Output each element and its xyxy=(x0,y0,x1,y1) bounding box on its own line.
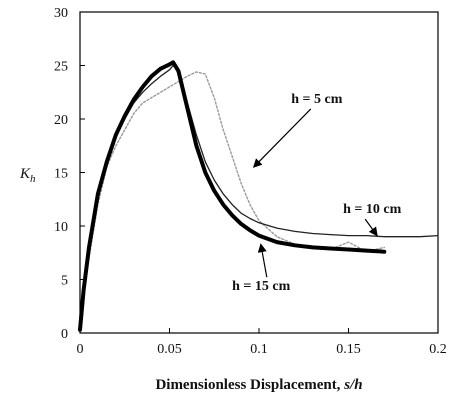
series-layer xyxy=(78,60,439,332)
x-tick-label: 0.15 xyxy=(336,342,361,357)
x-axis-title: Dimensionless Displacement, s/h xyxy=(155,377,362,393)
axes: 0 0.05 0.1 0.15 0.2 0 5 10 15 20 25 30 xyxy=(54,6,447,357)
annotation-label: h = 5 cm xyxy=(291,92,342,107)
x-tick-label: 0.1 xyxy=(250,342,268,357)
annotation-layer: h = 5 cm h = 10 cm h = 15 cm xyxy=(232,92,401,294)
annotation-label: h = 15 cm xyxy=(232,279,290,294)
x-tick-label: 0.2 xyxy=(429,342,447,357)
y-tick-label: 15 xyxy=(54,167,68,182)
y-tick-label: 10 xyxy=(54,220,68,235)
annotation-arrow xyxy=(364,218,378,237)
series-line-h-5-cm xyxy=(79,71,385,331)
series-line-h-15-cm xyxy=(78,60,387,332)
y-tick-label: 30 xyxy=(54,6,68,21)
annotation-arrow xyxy=(257,243,268,278)
x-tick-label: 0 xyxy=(77,342,84,357)
y-axis-title: Kh xyxy=(19,166,36,185)
y-tick-label: 25 xyxy=(54,60,68,75)
y-tick-label: 0 xyxy=(61,327,68,342)
y-tick-label: 20 xyxy=(54,113,68,128)
x-tick-label: 0.05 xyxy=(157,342,182,357)
annotation-label: h = 10 cm xyxy=(343,202,401,217)
y-tick-label: 5 xyxy=(61,274,68,289)
annotation-arrow xyxy=(252,108,312,168)
